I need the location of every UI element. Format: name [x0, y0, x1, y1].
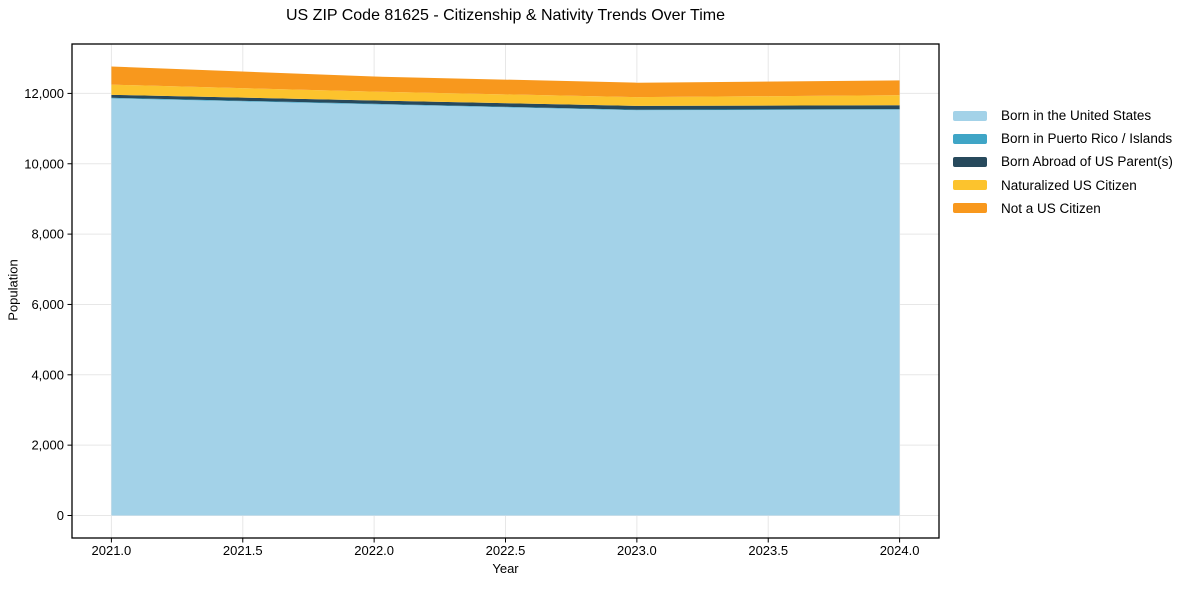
y-tick-label: 10,000	[24, 156, 64, 171]
y-tick-label: 0	[57, 508, 64, 523]
y-tick-label: 12,000	[24, 86, 64, 101]
area-born-in-the-united-states	[111, 98, 900, 516]
y-tick-label: 2,000	[31, 438, 64, 453]
tick-marks	[67, 92, 901, 543]
legend-item-naturalized: Naturalized US Citizen	[953, 174, 1173, 197]
x-tick-label: 2023.5	[748, 543, 788, 558]
legend-label-born-pr: Born in Puerto Rico / Islands	[1001, 131, 1173, 147]
legend-item-born-us: Born in the United States	[953, 104, 1173, 127]
legend-swatch-born-abroad	[953, 156, 987, 167]
legend: Born in the United States Born in Puerto…	[953, 104, 1173, 220]
x-tick-label: 2021.0	[92, 543, 132, 558]
y-tick-label: 4,000	[31, 367, 64, 382]
x-tick-label: 2023.0	[617, 543, 657, 558]
y-tick-label: 6,000	[31, 297, 64, 312]
x-tick-label: 2022.0	[354, 543, 394, 558]
x-axis-label: Year	[492, 561, 519, 576]
legend-swatch-born-us	[953, 110, 987, 121]
legend-swatch-not-citizen	[953, 203, 987, 214]
tick-labels: 2021.0 2021.5 2022.0 2022.5 2023.0 2023.5 2024…	[24, 86, 919, 558]
legend-label-born-abroad: Born Abroad of US Parent(s)	[1001, 154, 1173, 170]
x-tick-label: 2021.5	[223, 543, 263, 558]
legend-item-born-abroad: Born Abroad of US Parent(s)	[953, 150, 1173, 173]
legend-label-naturalized: Naturalized US Citizen	[1001, 177, 1137, 193]
legend-swatch-naturalized	[953, 180, 987, 191]
legend-swatch-born-pr	[953, 133, 987, 144]
x-tick-label: 2024.0	[880, 543, 920, 558]
area-born-abroad-of-us-parent-s	[111, 94, 900, 110]
legend-label-not-citizen: Not a US Citizen	[1001, 200, 1101, 216]
legend-item-born-pr: Born in Puerto Rico / Islands	[953, 127, 1173, 150]
x-tick-label: 2022.5	[486, 543, 526, 558]
y-tick-label: 8,000	[31, 227, 64, 242]
y-axis-label: Population	[5, 259, 21, 321]
area-naturalized-us-citizen	[111, 84, 900, 106]
chart-title: US ZIP Code 81625 - Citizenship & Nativi…	[286, 7, 725, 24]
legend-label-born-us: Born in the United States	[1001, 108, 1152, 124]
area-not-a-us-citizen	[111, 66, 900, 98]
legend-item-not-citizen: Not a US Citizen	[953, 197, 1173, 220]
